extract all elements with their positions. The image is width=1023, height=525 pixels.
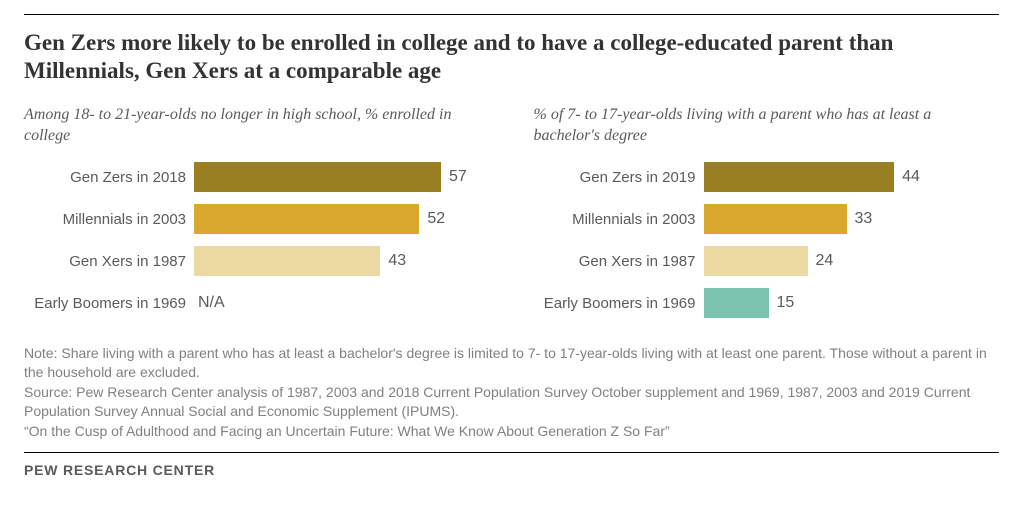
left-category-label: Gen Zers in 2018 [24,169,194,186]
right-row-2: Gen Xers in 1987 24 [534,246,1000,276]
footer-text: PEW RESEARCH CENTER [24,462,999,478]
note-line-0: Note: Share living with a parent who has… [24,344,999,382]
left-bar-wrap: N/A [194,288,490,318]
right-bar [704,204,847,234]
chart-panels: Among 18- to 21-year-olds no longer in h… [24,105,999,330]
right-row-3: Early Boomers in 1969 15 [534,288,1000,318]
left-value-label: 52 [419,210,445,228]
right-bars: Gen Zers in 2019 44 Millennials in 2003 33 G… [534,162,1000,318]
left-bar-wrap: 52 [194,204,490,234]
left-bar [194,246,380,276]
left-category-label: Millennials in 2003 [24,211,194,228]
right-row-0: Gen Zers in 2019 44 [534,162,1000,192]
footer-rule: PEW RESEARCH CENTER [24,452,999,478]
top-rule [24,14,999,15]
left-category-label: Early Boomers in 1969 [24,295,194,312]
left-panel: Among 18- to 21-year-olds no longer in h… [24,105,490,330]
left-row-3: Early Boomers in 1969N/A [24,288,490,318]
left-bars: Gen Zers in 2018 57 Millennials in 2003 52 G… [24,162,490,318]
left-bar [194,204,419,234]
left-na-label: N/A [194,288,225,318]
right-bar-wrap: 44 [704,162,1000,192]
left-subtitle: Among 18- to 21-year-olds no longer in h… [24,105,490,146]
right-bar-wrap: 15 [704,288,1000,318]
left-category-label: Gen Xers in 1987 [24,253,194,270]
notes-block: Note: Share living with a parent who has… [24,344,999,440]
right-bar [704,246,808,276]
left-value-label: 43 [380,252,406,270]
right-subtitle: % of 7- to 17-year-olds living with a pa… [534,105,1000,146]
left-value-label: 57 [441,168,467,186]
left-bar [194,162,441,192]
right-category-label: Early Boomers in 1969 [534,295,704,312]
right-bar [704,288,769,318]
right-row-1: Millennials in 2003 33 [534,204,1000,234]
left-bar-wrap: 57 [194,162,490,192]
note-line-2: “On the Cusp of Adulthood and Facing an … [24,422,999,441]
right-value-label: 15 [769,294,795,312]
right-bar-wrap: 24 [704,246,1000,276]
page-title: Gen Zers more likely to be enrolled in c… [24,29,999,85]
left-row-0: Gen Zers in 2018 57 [24,162,490,192]
right-category-label: Gen Zers in 2019 [534,169,704,186]
right-value-label: 44 [894,168,920,186]
right-category-label: Millennials in 2003 [534,211,704,228]
left-row-1: Millennials in 2003 52 [24,204,490,234]
right-value-label: 33 [847,210,873,228]
right-bar [704,162,895,192]
left-row-2: Gen Xers in 1987 43 [24,246,490,276]
note-line-1: Source: Pew Research Center analysis of … [24,383,999,421]
right-bar-wrap: 33 [704,204,1000,234]
right-category-label: Gen Xers in 1987 [534,253,704,270]
right-panel: % of 7- to 17-year-olds living with a pa… [534,105,1000,330]
left-bar-wrap: 43 [194,246,490,276]
right-value-label: 24 [808,252,834,270]
